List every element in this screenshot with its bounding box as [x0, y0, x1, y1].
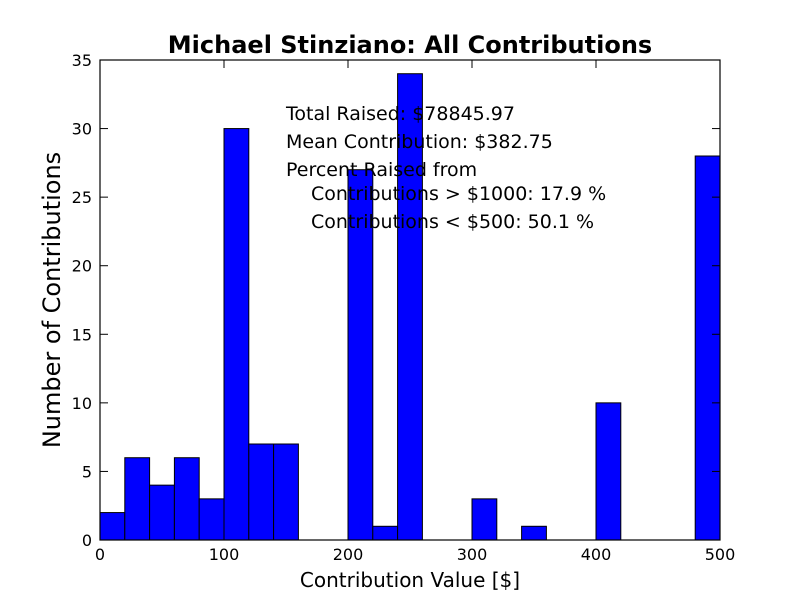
- y-tick-label: 10: [72, 394, 92, 413]
- x-tick-label: 400: [581, 545, 612, 564]
- histogram-bar: [248, 443, 275, 541]
- x-axis-ticks: 0 100 200 300 400 500: [95, 60, 735, 564]
- x-tick-label: 300: [457, 545, 488, 564]
- annotation-under-500: Contributions < $500: 50.1 %: [311, 211, 594, 233]
- annotation-total-raised: Total Raised: $78845.97: [285, 103, 515, 125]
- histogram-bar: [99, 512, 126, 541]
- x-tick-label: 0: [95, 545, 105, 564]
- bars-group: [99, 73, 721, 541]
- y-tick-label: 15: [72, 325, 92, 344]
- chart-title: Michael Stinziano: All Contributions: [168, 31, 652, 59]
- annotation-over-1000: Contributions > $1000: 17.9 %: [311, 183, 606, 205]
- x-tick-label: 200: [333, 545, 364, 564]
- histogram-bar: [471, 498, 498, 541]
- histogram-bar: [397, 73, 423, 541]
- y-tick-label: 25: [72, 188, 92, 207]
- annotation-mean-contribution: Mean Contribution: $382.75: [286, 131, 553, 153]
- histogram-bar: [198, 498, 225, 541]
- y-tick-label: 20: [72, 257, 92, 276]
- y-tick-label: 30: [72, 120, 92, 139]
- histogram-bar: [124, 457, 151, 541]
- annotation-percent-raised-from: Percent Raised from: [286, 159, 477, 181]
- x-tick-label: 500: [705, 545, 736, 564]
- y-axis-ticks: 0 5 10 15 20 25 30 35: [72, 51, 720, 550]
- x-axis-label: Contribution Value [$]: [300, 568, 520, 592]
- x-tick-label: 100: [209, 545, 240, 564]
- histogram-bar: [173, 457, 200, 541]
- histogram-bar: [223, 128, 250, 541]
- histogram-bar: [694, 155, 721, 541]
- histogram-bar: [521, 525, 547, 541]
- plot-frame: [99, 59, 721, 541]
- histogram-bar: [595, 402, 622, 541]
- y-axis-label: Number of Contributions: [38, 152, 66, 448]
- histogram-bar: [273, 443, 299, 541]
- y-tick-label: 5: [82, 462, 92, 481]
- histogram-bar: [347, 169, 374, 541]
- histogram-bar: [372, 525, 399, 541]
- histogram-bar: [149, 484, 175, 541]
- y-tick-label: 35: [72, 51, 92, 70]
- annotation-block: Total Raised: $78845.97 Mean Contributio…: [285, 103, 606, 233]
- y-tick-label: 0: [82, 531, 92, 550]
